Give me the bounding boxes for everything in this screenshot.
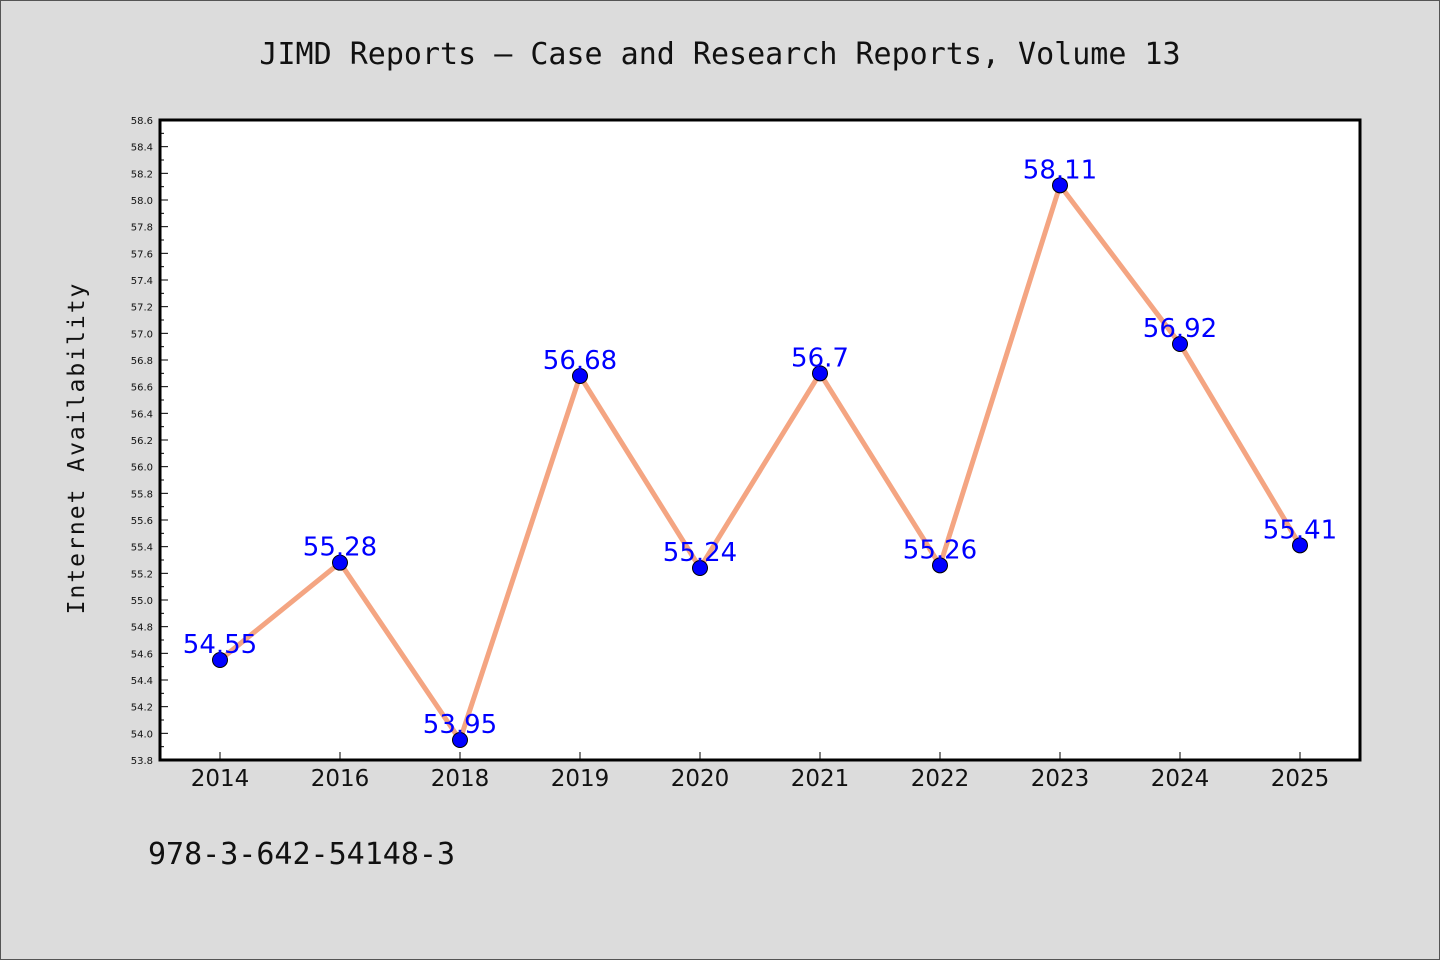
data-point-marker	[812, 365, 828, 382]
isbn-footnote: 978-3-642-54148-3	[148, 837, 455, 872]
data-point-marker	[1172, 336, 1188, 352]
y-tick-label: 55.0	[131, 596, 153, 607]
x-tick-label: 2014	[191, 766, 250, 792]
y-tick-label: 58.4	[131, 143, 153, 154]
data-label: 54.55	[183, 630, 257, 660]
y-tick-label: 53.8	[131, 756, 153, 767]
data-label: 53.95	[423, 710, 497, 740]
data-point-marker	[332, 554, 348, 571]
y-tick-label: 58.0	[131, 196, 153, 207]
y-tick-label: 54.6	[131, 649, 153, 660]
y-tick-label: 58.6	[131, 116, 153, 127]
y-tick-label: 54.4	[131, 676, 153, 687]
y-tick-label: 56.0	[131, 463, 153, 474]
data-point-marker	[572, 368, 588, 384]
x-tick-label: 2020	[671, 766, 730, 792]
x-tick-label: 2022	[911, 766, 970, 792]
data-point-marker	[212, 652, 228, 668]
data-point-marker	[452, 732, 468, 748]
data-label: 58.11	[1023, 155, 1097, 185]
y-tick-label: 58.2	[131, 169, 153, 180]
data-point-marker	[932, 557, 948, 574]
x-tick-label: 2019	[551, 766, 610, 792]
x-tick-label: 2021	[791, 766, 850, 792]
data-label: 55.28	[303, 533, 377, 563]
y-tick-label: 54.0	[131, 729, 153, 740]
x-axis: 2014 2016 2018 2019 2020 2021 2022 2023 2024 2025	[191, 752, 1330, 792]
data-label: 55.26	[903, 535, 977, 565]
x-tick-label: 2018	[431, 766, 490, 792]
y-tick-label: 55.8	[131, 489, 153, 500]
y-tick-label: 57.6	[131, 249, 153, 260]
y-tick-label: 56.4	[131, 409, 153, 420]
y-tick-label: 56.6	[131, 383, 153, 394]
y-tick-label: 57.4	[131, 276, 153, 287]
data-label: 56.92	[1143, 314, 1217, 344]
chart-title: JIMD Reports – Case and Research Reports…	[259, 37, 1180, 72]
y-tick-label: 54.2	[131, 703, 153, 714]
data-label: 56.68	[543, 346, 617, 376]
series-line	[218, 179, 1303, 746]
y-axis: 53.8 54.0 54.2 54.4 54.6 54.8 55.0 55.2 55.4 55.6…	[131, 116, 168, 767]
y-tick-label: 55.4	[131, 543, 153, 554]
y-tick-label: 57.2	[131, 303, 153, 314]
data-point-marker	[692, 560, 708, 576]
y-tick-label: 57.8	[131, 223, 153, 234]
data-label: 56.7	[791, 343, 849, 373]
x-tick-label: 2023	[1031, 766, 1090, 792]
y-tick-label: 56.8	[131, 356, 153, 367]
series-layer: 54.55 55.28 53.95 56.68 55.24 56.7 55.26 58.11 5…	[183, 155, 1337, 748]
y-tick-label: 55.2	[131, 569, 153, 580]
y-tick-label: 56.2	[131, 436, 153, 447]
data-point-marker	[1292, 537, 1308, 554]
data-label: 55.41	[1263, 515, 1337, 545]
x-tick-label: 2024	[1151, 766, 1210, 792]
plot-area	[158, 118, 1362, 762]
y-axis-label: Internet Availability	[64, 282, 90, 615]
x-tick-label: 2016	[311, 766, 370, 792]
x-tick-label: 2025	[1271, 766, 1330, 792]
data-label: 55.24	[663, 538, 737, 568]
y-tick-label: 54.8	[131, 623, 153, 634]
y-tick-label: 55.6	[131, 516, 153, 527]
y-tick-label: 57.0	[131, 329, 153, 340]
data-point-marker	[1052, 177, 1068, 194]
